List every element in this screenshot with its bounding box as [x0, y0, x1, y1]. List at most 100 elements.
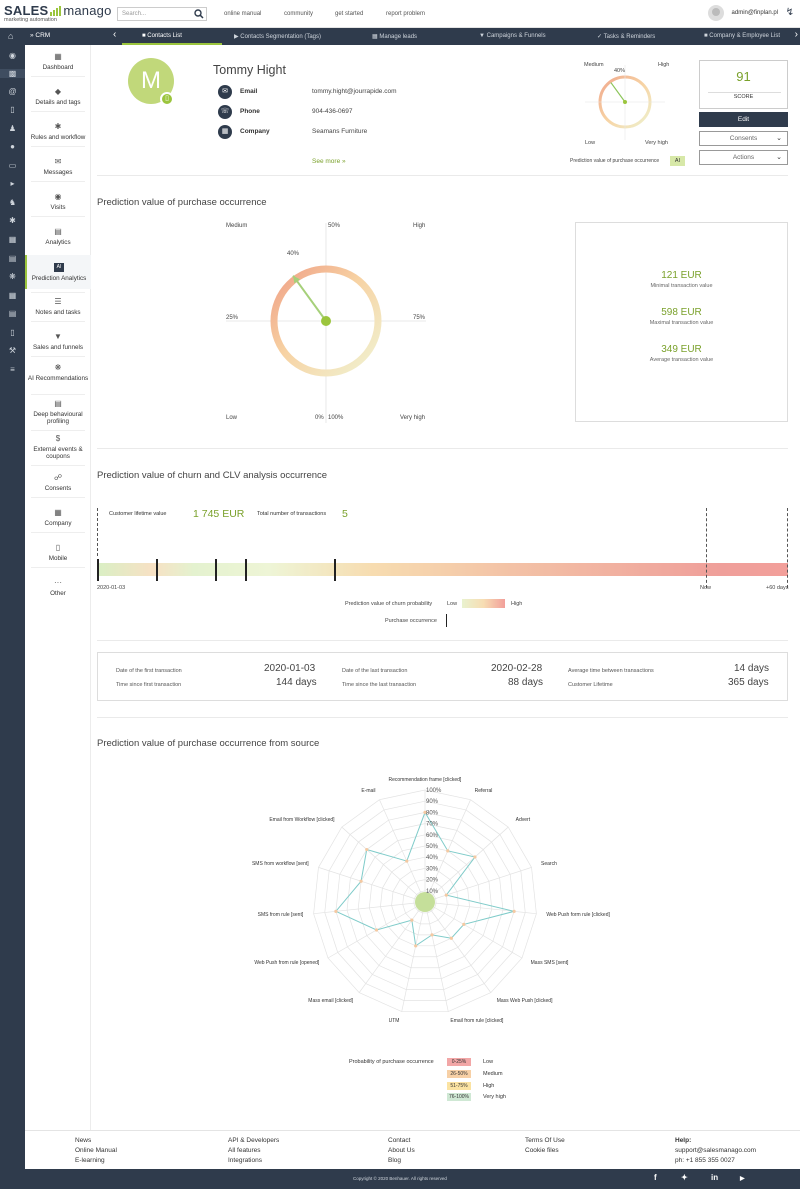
actions-dropdown[interactable]: Actions ⌄ [699, 150, 788, 165]
submenu-mobile[interactable]: ▯ Mobile [48, 543, 68, 562]
radar-data-point[interactable] [444, 893, 448, 897]
user-plus-icon[interactable]: ♟ [8, 124, 17, 133]
footer-link[interactable]: Contact [388, 1137, 411, 1144]
footer-link[interactable]: Cookie files [525, 1147, 559, 1154]
twitter-icon[interactable]: ✦ [681, 1173, 688, 1182]
contact-email[interactable]: tommy.hight@jourrapide.com [312, 88, 397, 95]
submenu-notes-tasks[interactable]: ☰ Notes and tasks [35, 297, 81, 316]
submenu-deep-profiling[interactable]: ▤ Deep behavioural profiling [33, 399, 83, 425]
contact-company[interactable]: Seamans Furniture [312, 128, 368, 135]
submenu-messages[interactable]: ✉ Messages [43, 157, 73, 176]
footer-link[interactable]: API & Developers [228, 1137, 280, 1144]
footer-link[interactable]: About Us [388, 1147, 415, 1154]
consents-dropdown[interactable]: Consents ⌄ [699, 131, 788, 146]
home-icon[interactable]: ⌂ [8, 31, 14, 41]
eye-icon[interactable]: ◉ [9, 51, 16, 60]
submenu-dashboard[interactable]: ▦ Dashboard [42, 52, 74, 71]
radar-data-point[interactable] [462, 922, 466, 926]
submenu-sales-funnels[interactable]: ▼ Sales and funnels [32, 332, 84, 351]
purchase-occurrence-marker[interactable] [97, 559, 99, 581]
submenu-ai-recommendations[interactable]: ❋ AI Recommendations [27, 363, 89, 382]
footer-link[interactable]: Terms Of Use [525, 1137, 565, 1144]
linkedin-icon[interactable]: in [711, 1173, 719, 1182]
tab-tasks-reminders[interactable]: ✓ Tasks & Reminders [597, 34, 656, 40]
radar-data-point[interactable] [473, 855, 477, 859]
gears-icon[interactable]: ✱ [9, 216, 16, 225]
chart-icon[interactable]: ▤ [8, 254, 17, 263]
community-link[interactable]: community [284, 11, 314, 17]
chevron-right-icon[interactable]: › [794, 29, 798, 40]
radar-data-point[interactable] [446, 849, 450, 853]
submenu-external-events[interactable]: $ External events & coupons [33, 434, 83, 460]
wrench-icon[interactable]: ⚒ [8, 346, 17, 355]
search-icon[interactable] [194, 9, 204, 19]
footer-link[interactable]: All features [228, 1147, 261, 1154]
search-input[interactable]: Search... [117, 7, 207, 21]
tab-contacts-segmentation[interactable]: ▶ Contacts Segmentation (Tags) [234, 34, 321, 40]
grid-icon[interactable]: ▦ [8, 235, 17, 244]
get-started-link[interactable]: get started [335, 11, 364, 17]
chat-icon[interactable]: ● [10, 142, 15, 151]
radar-data-point[interactable] [423, 810, 427, 814]
brain-icon[interactable]: ❋ [9, 272, 16, 281]
radar-data-point[interactable] [334, 909, 338, 913]
user-email[interactable]: admin@finplan.pl [731, 10, 778, 16]
mobile-icon[interactable]: ▯ [10, 105, 15, 114]
submenu-rules-workflow[interactable]: ✱ Rules and workflow [30, 122, 86, 141]
calendar-icon[interactable]: ▦ [8, 291, 17, 300]
users-icon[interactable]: ♞ [8, 198, 17, 207]
submenu-prediction-analytics[interactable]: AI Prediction Analytics [25, 255, 91, 289]
submenu-consents[interactable]: ☍ Consents [44, 473, 72, 492]
radar-data-point[interactable] [430, 933, 434, 937]
radar-data-point[interactable] [410, 918, 414, 922]
radar-data-point[interactable] [365, 847, 369, 852]
chevron-left-icon[interactable]: ‹ [113, 29, 117, 40]
submenu-details-tags[interactable]: ◆ Details and tags [35, 87, 81, 106]
radar-data-point[interactable] [374, 928, 379, 932]
submenu-analytics[interactable]: ▤ Analytics [45, 227, 71, 246]
report-problem-link[interactable]: report problem [386, 11, 426, 17]
radar-data-point[interactable] [359, 879, 363, 883]
tab-contacts-list[interactable]: ■ Contacts List [142, 33, 182, 39]
eye-icon: ◉ [54, 192, 62, 201]
contact-phone[interactable]: 904-436-0697 [312, 108, 353, 115]
online-manual-link[interactable]: online manual [224, 11, 262, 17]
monitor-icon[interactable]: ▭ [8, 161, 17, 170]
megaphone-icon[interactable]: ▸ [10, 179, 15, 188]
tab-manage-leads[interactable]: ▦ Manage leads [372, 34, 418, 40]
sliders-icon[interactable]: ≡ [10, 365, 15, 374]
user-avatar[interactable] [708, 5, 724, 21]
footer-link[interactable]: News [75, 1137, 92, 1144]
footer-link[interactable]: Blog [388, 1157, 402, 1164]
footer-link[interactable]: E-learning [75, 1157, 105, 1164]
footer-link[interactable]: Integrations [228, 1157, 262, 1164]
submenu-visits[interactable]: ◉ Visits [50, 192, 66, 211]
support-email[interactable]: support@salesmanago.com [675, 1147, 757, 1154]
purchase-occurrence-marker[interactable] [245, 559, 247, 581]
radar-data-point[interactable] [414, 944, 418, 948]
purchase-occurrence-marker[interactable] [215, 559, 217, 581]
database-icon[interactable]: ▤ [8, 309, 17, 318]
purchase-occurrence-marker[interactable] [156, 559, 158, 581]
radar-axis-label: Advert [515, 817, 531, 824]
facebook-icon[interactable]: f [654, 1173, 657, 1182]
youtube-icon[interactable]: ▶ [740, 1176, 745, 1182]
double-chevron-down-icon[interactable]: ↯ [785, 7, 794, 18]
see-more-link[interactable]: See more » [312, 158, 346, 165]
purchase-occurrence-marker[interactable] [334, 559, 336, 581]
radar-data-point[interactable] [405, 859, 409, 863]
at-icon[interactable]: @ [8, 87, 17, 96]
tab-campaigns-funnels[interactable]: ▼ Campaigns & Funnels [479, 33, 546, 39]
salesmanago-logo[interactable]: SALES manago marketing automation [4, 3, 112, 23]
submenu-other[interactable]: ··· Other [50, 578, 66, 597]
submenu-company[interactable]: ▦ Company [44, 508, 72, 527]
document-icon[interactable]: ▯ [10, 328, 15, 337]
contacts-icon[interactable]: ▩ [0, 69, 25, 78]
radar-data-point[interactable] [449, 936, 453, 940]
crm-section[interactable]: » CRM [30, 32, 51, 39]
radar-data-point[interactable] [512, 909, 516, 913]
tab-company-employee-list[interactable]: ■ Company & Employee List [704, 33, 780, 39]
edit-button[interactable]: Edit [699, 112, 788, 127]
footer-link[interactable]: Online Manual [75, 1147, 117, 1154]
avg-transaction: 349 EUR Average transaction value [649, 344, 714, 363]
